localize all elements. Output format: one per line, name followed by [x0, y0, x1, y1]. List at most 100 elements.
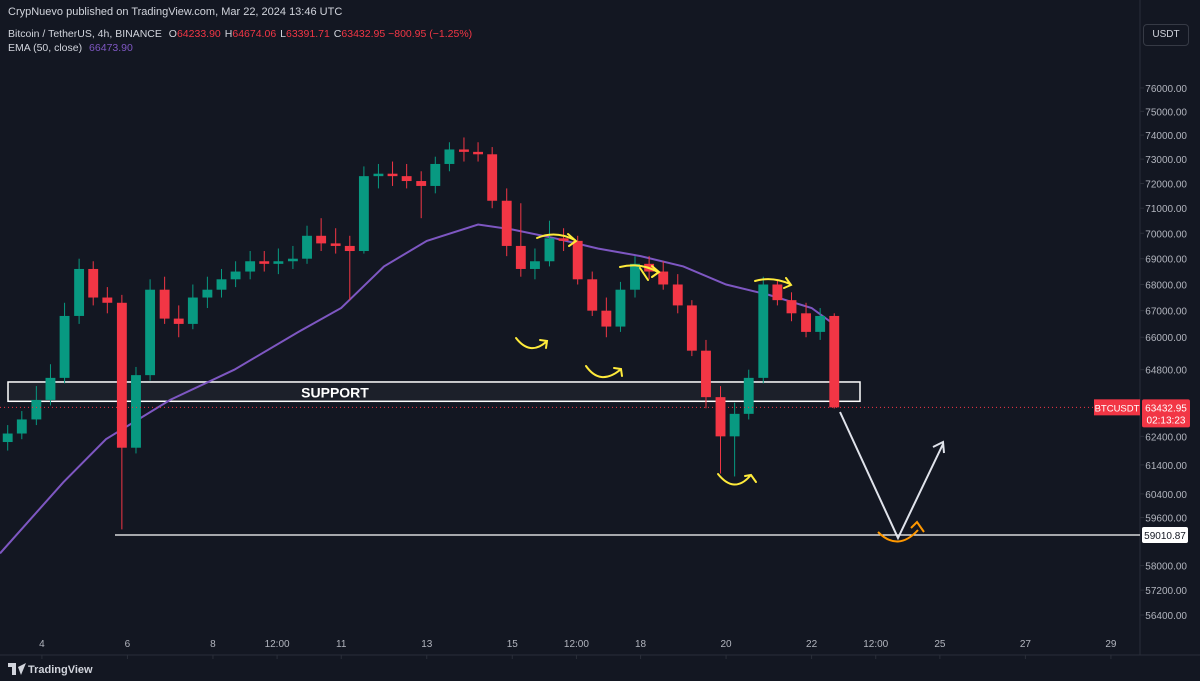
x-tick-label: 11 — [336, 639, 347, 650]
candle-body — [202, 289, 213, 298]
candle-body — [173, 318, 184, 324]
x-tick-label: 4 — [39, 639, 45, 650]
candle-body — [786, 300, 797, 314]
ohlc-label: O — [168, 28, 177, 40]
y-tick-label: 67000.00 — [1145, 307, 1187, 318]
x-tick-label: 29 — [1105, 639, 1117, 650]
brand-logo — [8, 663, 26, 675]
change: −800.95 (−1.25%) — [388, 28, 473, 40]
candle-body — [829, 315, 840, 408]
y-tick-label: 60400.00 — [1145, 490, 1187, 501]
candle-body — [729, 413, 740, 437]
x-tick-label: 8 — [210, 639, 216, 650]
candle-body — [45, 377, 56, 400]
y-tick-label: 68000.00 — [1145, 280, 1187, 291]
support-zone — [7, 381, 861, 403]
x-tick-label: 25 — [934, 639, 946, 650]
candle-body — [59, 315, 70, 378]
ema-line — [0, 223, 835, 555]
candle-body — [715, 397, 726, 437]
x-tick-label: 12:00 — [564, 639, 589, 650]
x-tick-label: 13 — [421, 639, 433, 650]
swirl — [619, 264, 661, 278]
brand: TradingView — [8, 663, 93, 676]
price-tag — [1142, 399, 1190, 428]
candle-body — [387, 173, 398, 177]
projection-arrow — [839, 411, 945, 541]
candle-body — [401, 176, 412, 182]
candle-body — [587, 279, 598, 311]
y-tick-label: 62400.00 — [1145, 432, 1187, 443]
ohlc-label: C — [333, 28, 342, 40]
ohlc-label: L — [280, 28, 286, 40]
candle-body — [772, 284, 783, 301]
candle-body — [444, 149, 455, 164]
publisher: CrypNuevo published on TradingView.com, … — [8, 6, 343, 18]
candle-body — [686, 305, 697, 351]
y-tick-label: 56400.00 — [1145, 611, 1187, 622]
y-tick-label: 64800.00 — [1145, 366, 1187, 377]
candle-body — [187, 297, 198, 324]
support-label: SUPPORT — [301, 385, 369, 401]
candle-body — [330, 243, 341, 246]
level-tag-label: 59010.87 — [1144, 531, 1186, 542]
candle-body — [601, 310, 612, 327]
candle-body — [216, 279, 227, 290]
candle-body — [287, 258, 298, 262]
candle-body — [658, 271, 669, 285]
swirl — [585, 365, 623, 378]
x-tick-label: 22 — [806, 639, 818, 650]
candle-body — [344, 245, 355, 252]
candle-body — [743, 377, 754, 414]
swirl — [877, 520, 925, 543]
ohlc-value: 64233.90 — [176, 28, 221, 40]
candle-body — [145, 289, 156, 376]
symbol-tag — [1094, 399, 1140, 416]
y-tick-label: 61400.00 — [1145, 461, 1187, 472]
candle-body — [630, 263, 640, 290]
candle-body — [74, 268, 85, 316]
y-tick-label: 70000.00 — [1145, 229, 1187, 240]
candle-body — [245, 261, 256, 272]
ohlc: O64233.90 H64674.06 L63391.71 C63432.95 — [165, 28, 385, 40]
swirl — [515, 337, 549, 349]
swirl — [536, 233, 578, 247]
y-tick-label: 59600.00 — [1145, 513, 1187, 524]
candle-body — [615, 289, 626, 327]
candle-body — [430, 163, 441, 186]
y-tick-label: 74000.00 — [1145, 131, 1187, 142]
x-tick-label: 12:00 — [265, 639, 290, 650]
ohlc-value: 64674.06 — [232, 28, 277, 40]
x-tick-label: 27 — [1020, 639, 1032, 650]
candle-body — [544, 238, 555, 262]
swirl — [639, 267, 649, 281]
candle-body — [801, 313, 811, 332]
candle-body — [487, 154, 498, 201]
y-tick-label: 66000.00 — [1145, 333, 1187, 344]
ohlc-value: 63391.71 — [286, 28, 330, 40]
candle-body — [31, 399, 42, 420]
candle-body — [373, 173, 384, 177]
y-tick-label: 69000.00 — [1145, 255, 1187, 266]
candle-body — [316, 235, 327, 244]
symbol: Bitcoin / TetherUS, 4h, BINANCE — [8, 28, 162, 40]
swirl — [754, 277, 793, 289]
x-tick-label: 12:00 — [863, 639, 888, 650]
candle-body — [131, 375, 141, 448]
candle-body — [501, 200, 512, 246]
ohlc-label: H — [224, 28, 233, 40]
currency-button[interactable]: USDT — [1143, 24, 1189, 46]
candle-body — [230, 271, 241, 280]
y-tick-label: 72000.00 — [1145, 179, 1187, 190]
candle-body — [815, 315, 826, 332]
candle-body — [358, 176, 369, 252]
y-tick-label: 58000.00 — [1145, 562, 1187, 573]
x-tick-label: 20 — [721, 639, 733, 650]
level-tag — [1142, 527, 1188, 544]
price-tag-value: 63432.95 — [1145, 403, 1187, 414]
candle-body — [16, 419, 27, 434]
x-tick-label: 18 — [635, 639, 647, 650]
x-tick-label: 15 — [507, 639, 519, 650]
